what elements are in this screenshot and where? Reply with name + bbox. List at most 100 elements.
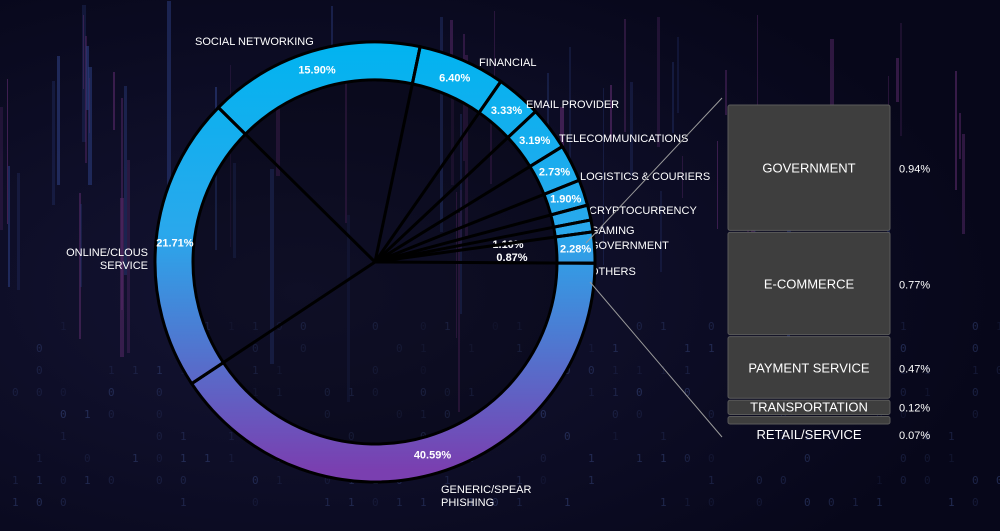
- background-digit: 1: [468, 342, 475, 355]
- background-digit: 1: [444, 474, 451, 487]
- bar-segment-payment-service: [727, 336, 891, 399]
- bar-label-e-commerce: E-COMMERCE: [764, 276, 855, 291]
- slice-divider: [217, 106, 377, 264]
- background-streak: [347, 215, 350, 402]
- background-digit: 0: [252, 496, 259, 509]
- background-digit: 1: [420, 342, 427, 355]
- category-label-social-networking: SOCIAL NETWORKING: [195, 36, 314, 48]
- background-streak: [233, 163, 236, 258]
- background-digit: 1: [468, 386, 475, 399]
- background-streak: [900, 23, 902, 136]
- background-digit: 0: [324, 408, 331, 421]
- background-streak: [331, 6, 333, 57]
- background-digit: 0: [420, 386, 427, 399]
- background-streak: [86, 46, 89, 110]
- background-digit: 1: [420, 408, 427, 421]
- category-label-telecommunications: TELECOMMUNICATIONS: [559, 133, 688, 145]
- slice-divider: [374, 260, 596, 265]
- background-digit: 1: [252, 320, 259, 333]
- background-digit: 1: [852, 496, 859, 509]
- background-digit: 0: [540, 408, 547, 421]
- background-digit: 0: [36, 496, 43, 509]
- background-digit: 1: [516, 474, 523, 487]
- slice-divider: [190, 260, 376, 385]
- background-streak: [451, 97, 454, 185]
- background-digit: 1: [348, 496, 355, 509]
- bar-label-government: GOVERNMENT: [762, 161, 855, 176]
- background-streak: [345, 51, 347, 223]
- background-digit: 1: [60, 430, 67, 443]
- background-digit: 0: [804, 452, 811, 465]
- background-digit: 1: [612, 342, 619, 355]
- category-label-government: GOVERNMENT: [590, 240, 669, 252]
- background-digit: 0: [900, 474, 907, 487]
- background-digit: 0: [372, 386, 379, 399]
- background-digit: 1: [516, 342, 523, 355]
- background-digit: 0: [372, 320, 379, 333]
- background-streak: [124, 86, 127, 275]
- background-digit: 0: [780, 474, 787, 487]
- background-digit: 0: [924, 452, 931, 465]
- bar-label-payment-service: PAYMENT SERVICE: [748, 360, 869, 375]
- background-digit: 1: [444, 320, 451, 333]
- background-streak: [450, 20, 453, 69]
- background-streak: [0, 107, 3, 230]
- background-streak: [465, 55, 468, 236]
- background-digit: 0: [300, 320, 307, 333]
- data-label-logistics-couriers: 2.73%: [539, 167, 570, 179]
- background-digit: 1: [876, 474, 883, 487]
- background-digit: 0: [156, 474, 163, 487]
- background-digit: 0: [252, 342, 259, 355]
- background-streak: [120, 198, 124, 357]
- background-digit: 0: [924, 430, 931, 443]
- background-digit: 0: [756, 474, 763, 487]
- background-digit: 0: [108, 408, 115, 421]
- background-streak: [657, 17, 660, 147]
- background-digit: 1: [588, 342, 595, 355]
- background-digit: 1: [12, 496, 19, 509]
- background-streak: [57, 56, 60, 185]
- background-digit: 0: [684, 452, 691, 465]
- background-digit: 0: [36, 386, 43, 399]
- background-digit: 1: [516, 320, 523, 333]
- background-digit: 0: [396, 408, 403, 421]
- donut-chart: 15.90% SOCIAL NETWORKING 6.40% FINANCIAL 3.3…: [66, 36, 710, 509]
- background-digit: 1: [180, 452, 187, 465]
- background-digit: 1: [180, 496, 187, 509]
- background-digit: 1: [204, 320, 211, 333]
- background-streak: [830, 39, 834, 141]
- slice-divider: [373, 80, 503, 263]
- background-digit: 0: [972, 408, 979, 421]
- background-digit: 0: [396, 342, 403, 355]
- background-digit: 1: [132, 364, 139, 377]
- background-streak: [167, 1, 171, 192]
- background-streak: [677, 37, 679, 113]
- background-streak: [560, 107, 564, 179]
- background-digit: 0: [900, 408, 907, 421]
- background-digit: 0: [996, 364, 1000, 377]
- breakdown-bar-chart: GOVERNMENT 0.94% E-COMMERCE 0.77% PAYMENT SE…: [727, 104, 930, 442]
- data-label-government: 0.87%: [496, 252, 527, 264]
- data-label-others: 2.28%: [560, 244, 591, 256]
- background-digit: 1: [12, 474, 19, 487]
- background-digit: 0: [804, 496, 811, 509]
- background-digit: 0: [420, 364, 427, 377]
- bar-value-retail-service: 0.07%: [899, 430, 930, 442]
- pie-slice-online-clous-service: [153, 105, 248, 386]
- background-digit: 0: [828, 430, 835, 443]
- background-digit: 0: [708, 408, 715, 421]
- background-digit: 0: [108, 386, 115, 399]
- background-digit: 0: [60, 386, 67, 399]
- background-digit: 0: [420, 320, 427, 333]
- background-digit: 1: [804, 430, 811, 443]
- background-digit: 0: [156, 386, 163, 399]
- background-digit: 0: [60, 474, 67, 487]
- slice-divider: [374, 178, 580, 264]
- slice-divider: [374, 145, 564, 264]
- background-digit: 0: [156, 408, 163, 421]
- background-digit: 0: [348, 430, 355, 443]
- background-digit: 0: [972, 320, 979, 333]
- background-streak: [672, 62, 674, 133]
- background-digit: 1: [228, 430, 235, 443]
- background-streak: [896, 58, 899, 102]
